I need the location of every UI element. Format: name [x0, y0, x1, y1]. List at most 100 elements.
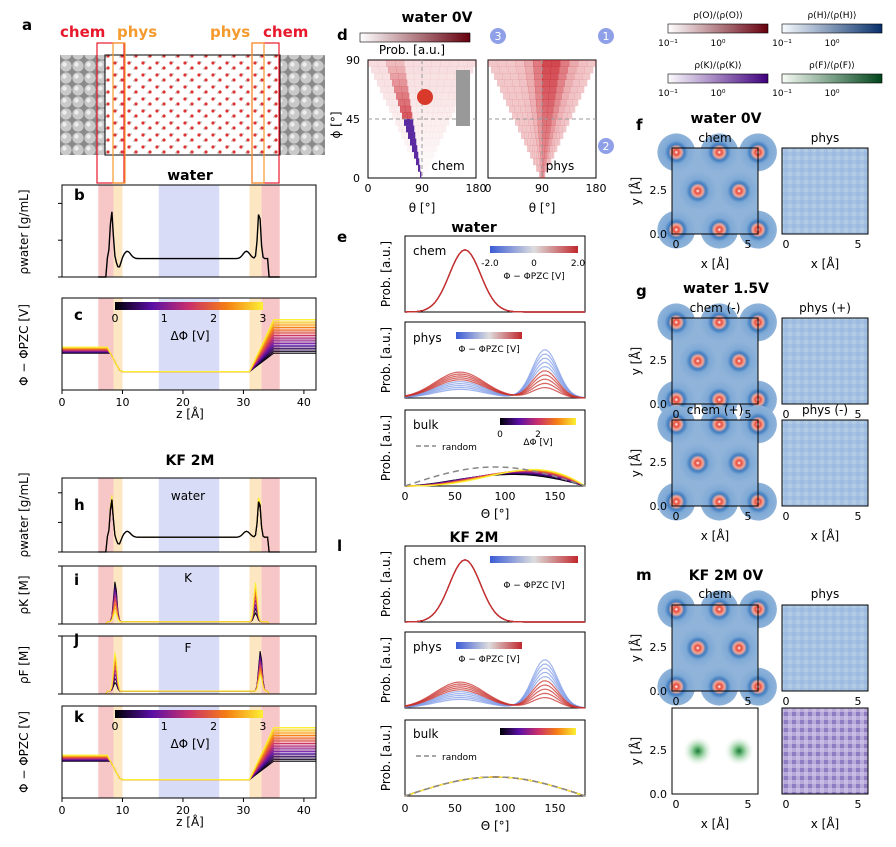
- phys-curve: [404, 681, 586, 709]
- heatmap-cell: [407, 79, 415, 87]
- heatmap-cell: [542, 66, 551, 74]
- chem-curve: [404, 249, 585, 313]
- x-tick-label: 20: [176, 396, 190, 409]
- heatmap-cell: [541, 171, 542, 179]
- heatmap-cell: [413, 138, 417, 146]
- heatmap-cell: [544, 171, 545, 179]
- phys-frame-right: [251, 42, 265, 184]
- density-map-3: [782, 318, 868, 404]
- ytick-map: 2.5: [650, 354, 668, 367]
- heatmap-cell: [411, 132, 416, 139]
- oxygen-density-spot: [700, 405, 739, 444]
- random-reference-curve: [404, 466, 586, 487]
- heatmap-cell: [530, 138, 534, 146]
- xtick-map: 0: [783, 510, 790, 523]
- legend-random-l: random: [442, 753, 477, 763]
- heatmap-cell: [542, 125, 547, 133]
- heatmap-cell: [499, 66, 509, 74]
- heatmap-cell: [557, 138, 561, 146]
- cbar-tick: 10⁻¹: [772, 89, 792, 99]
- x-tick-label: 30: [236, 804, 250, 817]
- heatmap-cell: [422, 112, 428, 120]
- heatmap-cell: [539, 171, 540, 179]
- heatmap-cell: [402, 125, 407, 133]
- heatmap-cell: [407, 145, 410, 153]
- heatmap-cell: [426, 119, 432, 126]
- phys-curve: [404, 684, 586, 709]
- heatmap-cell: [415, 86, 423, 94]
- heatmap-cell: [435, 119, 441, 126]
- cbar-tick-k: 1: [161, 720, 168, 733]
- heatmap-cell: [374, 73, 383, 80]
- plot-frame: [61, 297, 317, 391]
- heatmap-cell: [504, 79, 513, 87]
- heatmap-cell: [514, 105, 521, 113]
- cbar-tick-e: 0: [531, 259, 537, 269]
- heatmap-cell: [525, 66, 534, 74]
- heatmap-cell: [443, 86, 451, 94]
- x-tick-label: 0: [59, 396, 66, 409]
- water-density-curve: [98, 211, 280, 278]
- label-chem-right: chem: [263, 23, 308, 41]
- panel-l-chem: [404, 545, 586, 623]
- x-tick-label: 40: [297, 804, 311, 817]
- heatmap-cell: [464, 66, 474, 74]
- heatmap-cell: [545, 164, 547, 172]
- heatmap-cell: [412, 145, 415, 153]
- heatmap-cell: [543, 158, 546, 166]
- panel-letter-g: g: [636, 282, 647, 300]
- ytick-map: 2.5: [650, 641, 668, 654]
- heatmap-cell: [569, 105, 576, 113]
- heatmap-cell: [572, 79, 580, 87]
- heatmap-cell: [554, 138, 558, 146]
- label-phys-d: phys: [546, 159, 575, 173]
- chem-frame-left: [96, 42, 125, 184]
- oxygen-density-spot: [700, 303, 739, 342]
- heatmap-cell: [413, 66, 423, 74]
- map-frame: [781, 604, 869, 692]
- ylabel-k: Φ − ΦPZC [V]: [17, 711, 31, 793]
- bulk-band: [158, 185, 220, 277]
- colorbar-label: ρ(O)/⟨ρ(O)⟩: [693, 11, 743, 21]
- heatmap-cell: [567, 66, 577, 74]
- heatmap-cell: [413, 119, 418, 126]
- phys-band: [113, 636, 123, 694]
- heatmap-cell: [543, 171, 545, 179]
- xtick-map: 5: [855, 408, 862, 421]
- heatmap-cell: [387, 86, 395, 94]
- ylabel-map: y [Å]: [628, 177, 643, 206]
- heatmap-cell: [406, 125, 411, 133]
- heatmap-cell: [542, 164, 544, 172]
- bulk-band: [158, 478, 220, 552]
- random-reference-curve: [404, 776, 586, 797]
- heatmap-cell: [467, 60, 477, 67]
- heatmap-cell: [578, 60, 588, 67]
- heatmap-cell: [562, 112, 568, 120]
- oxygen-atom: [417, 89, 433, 105]
- x-tick-label: 30: [236, 396, 250, 409]
- heatmap-cell: [488, 60, 498, 67]
- ylabel-e: Prob. [a.u.]: [379, 415, 393, 481]
- oxygen-density-spot: [700, 210, 739, 249]
- heatmap-cell: [547, 164, 549, 172]
- annot-h: water: [171, 489, 205, 503]
- ytick-d: 90: [346, 54, 360, 67]
- heatmap-cell: [529, 145, 533, 153]
- heatmap-cell: [440, 60, 450, 67]
- chem-band: [261, 185, 280, 277]
- xtick-map: 0: [673, 798, 680, 811]
- heatmap-cell: [542, 92, 549, 100]
- heatmap-cell: [549, 79, 558, 87]
- marker-label: 2: [603, 140, 610, 153]
- flat-curve: [404, 776, 586, 797]
- colorbar-e-phys: [456, 332, 522, 339]
- heatmap-cell: [428, 99, 435, 107]
- heatmap-cell: [542, 158, 544, 166]
- heatmap-cell: [544, 145, 548, 153]
- heatmap-cell: [527, 138, 531, 146]
- panel-letter-m: m: [636, 566, 652, 584]
- heatmap-cell: [398, 125, 403, 133]
- plot-frame: [61, 635, 317, 695]
- xlabel-map: x [Å]: [701, 528, 730, 543]
- heatmap-cell: [555, 92, 562, 100]
